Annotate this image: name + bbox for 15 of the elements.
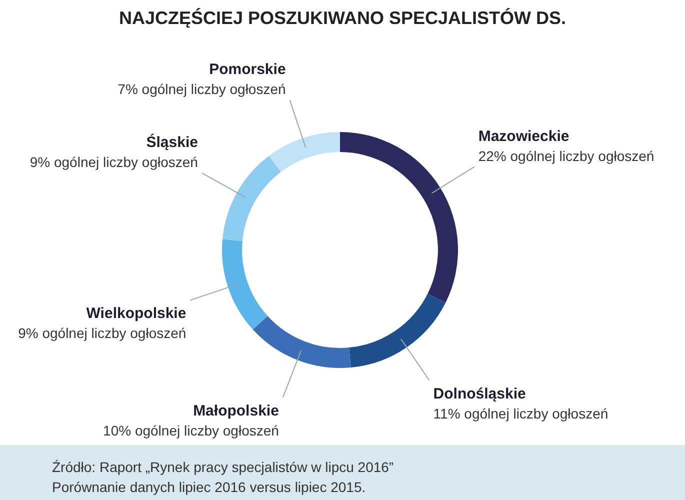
slice-label: Wielkopolskie bbox=[86, 305, 186, 322]
slice-label: Pomorskie bbox=[209, 61, 286, 78]
data-label: 9% ogólnej liczby ogłoszeń bbox=[30, 154, 198, 170]
data-label: 10% ogólnej liczby ogłoszeń bbox=[103, 422, 279, 438]
slice-label: Dolnośląskie bbox=[433, 385, 526, 402]
chart-title: NAJCZĘŚCIEJ POSZUKIWANO SPECJALISTÓW DS. bbox=[118, 8, 568, 29]
data-label: 22% ogólnej liczby ogłoszeń bbox=[478, 148, 654, 164]
data-label: 7% ogólnej liczby ogłoszeń bbox=[118, 81, 286, 98]
slice-label: Śląskie bbox=[146, 133, 198, 152]
text: Źródło: Raport „Rynek pracy specjalistów w lipcu 2016” bbox=[52, 458, 395, 477]
slice-label: Mazowieckie bbox=[478, 128, 570, 145]
slice-label: Małopolskie bbox=[193, 402, 279, 420]
text: Porównanie danych lipiec 2016 versus lipiec 2015. bbox=[52, 478, 367, 497]
data-label: 11% ogólnej liczby ogłoszeń bbox=[433, 405, 608, 422]
data-label: 9% ogólnej liczby ogłoszeń bbox=[18, 325, 186, 342]
